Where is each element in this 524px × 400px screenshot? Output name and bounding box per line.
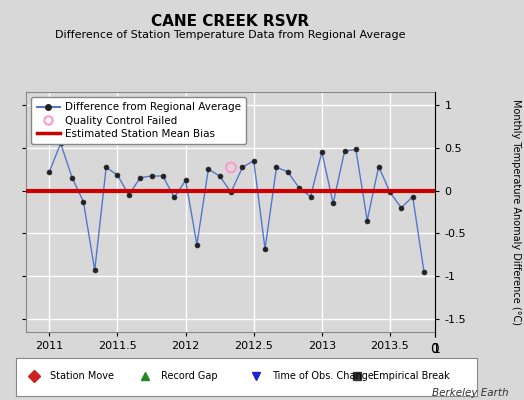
Text: CANE CREEK RSVR: CANE CREEK RSVR [151,14,310,29]
Text: Difference of Station Temperature Data from Regional Average: Difference of Station Temperature Data f… [56,30,406,40]
Legend: Difference from Regional Average, Quality Control Failed, Estimated Station Mean: Difference from Regional Average, Qualit… [31,97,246,144]
Text: Record Gap: Record Gap [161,371,217,381]
Point [227,164,235,171]
Text: Berkeley Earth: Berkeley Earth [432,388,508,398]
Text: Monthly Temperature Anomaly Difference (°C): Monthly Temperature Anomaly Difference (… [511,99,521,325]
Text: Station Move: Station Move [50,371,114,381]
Text: Time of Obs. Change: Time of Obs. Change [271,371,374,381]
Text: Empirical Break: Empirical Break [373,371,450,381]
